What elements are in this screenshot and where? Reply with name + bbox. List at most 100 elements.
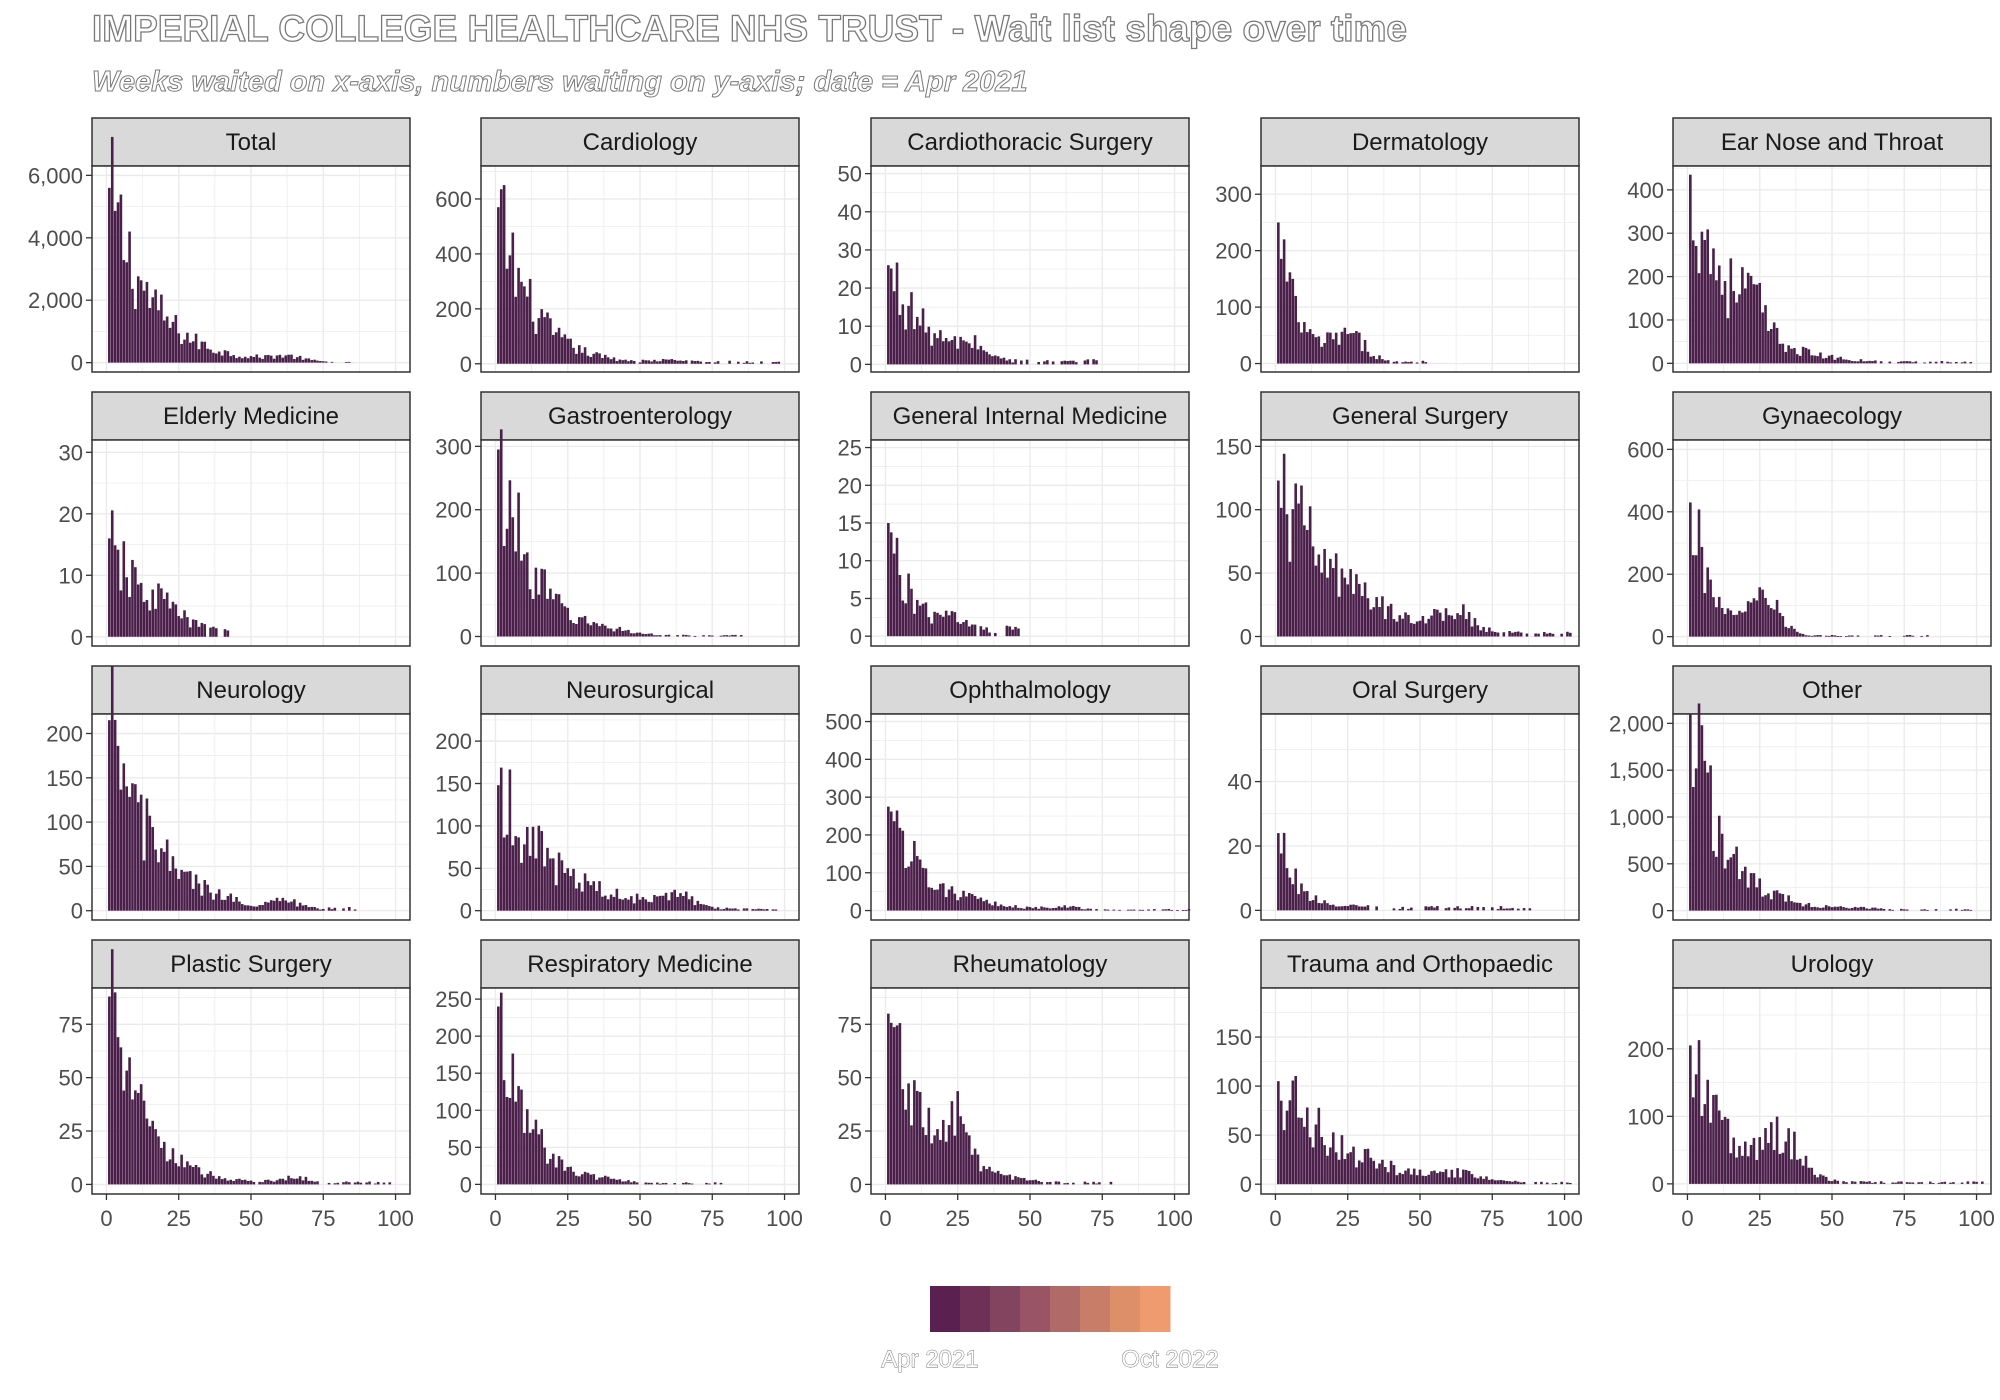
bar (1476, 625, 1480, 637)
bar (1813, 355, 1816, 364)
bar (1528, 908, 1532, 911)
bar (1031, 1180, 1035, 1185)
bar (1291, 1080, 1295, 1185)
bar (713, 1182, 717, 1185)
y-tick-label: 400 (825, 747, 862, 772)
panel-strip (1672, 391, 1992, 441)
bar (1392, 908, 1396, 911)
y-tick-label: 150 (435, 772, 472, 797)
bar (537, 318, 541, 364)
bar (1340, 568, 1344, 637)
bar (892, 291, 896, 365)
bar (1366, 905, 1370, 911)
bar (967, 626, 971, 637)
bar (895, 262, 899, 365)
bar (1022, 908, 1026, 911)
bar (1514, 631, 1517, 637)
bar (1496, 632, 1500, 637)
y-tick-label: 0 (71, 899, 83, 924)
bar (333, 907, 337, 911)
bar (950, 886, 954, 911)
bar (1305, 332, 1309, 364)
bar (1548, 632, 1552, 637)
bar (525, 552, 529, 637)
bar (1025, 1180, 1029, 1185)
panel-border (480, 439, 800, 647)
bar (1830, 634, 1834, 637)
bar (1002, 1175, 1006, 1185)
bar (1712, 597, 1715, 637)
bar (1697, 703, 1701, 911)
bar (641, 897, 645, 911)
bar (1862, 361, 1866, 364)
bar (345, 362, 348, 363)
legend-step (1080, 1286, 1111, 1332)
bar (549, 318, 552, 364)
bars (497, 992, 723, 1185)
bar (1020, 360, 1023, 365)
bar (540, 1129, 544, 1185)
bar (215, 353, 218, 363)
bar (1874, 635, 1877, 637)
bar (269, 1180, 273, 1185)
bars (1689, 502, 1929, 637)
bar (514, 1101, 517, 1185)
bar (647, 633, 650, 637)
bar (976, 898, 980, 911)
bar (962, 1123, 965, 1185)
bar (1758, 587, 1762, 637)
bar (1807, 635, 1811, 637)
bar (1560, 633, 1563, 637)
bar (1415, 621, 1419, 637)
bar (316, 1181, 319, 1185)
bar (765, 908, 769, 911)
bar (128, 596, 131, 637)
bar (956, 1091, 960, 1185)
bar (160, 588, 163, 637)
bar (887, 1013, 890, 1185)
bar (223, 629, 227, 637)
bar (534, 1119, 538, 1185)
bar (1816, 1177, 1819, 1184)
bar (1427, 618, 1430, 637)
bars (1277, 832, 1532, 911)
bar (653, 635, 656, 637)
bar (716, 907, 720, 911)
bar (261, 904, 264, 911)
bar (693, 361, 697, 364)
bar (719, 1182, 723, 1185)
bar (979, 1171, 983, 1185)
bar (148, 307, 152, 363)
bar (560, 1159, 564, 1185)
bar (1764, 305, 1767, 364)
bar (1355, 905, 1358, 911)
bar (988, 354, 991, 365)
x-tick-label: 50 (1018, 1206, 1042, 1231)
bar (1819, 907, 1822, 911)
bar (939, 330, 942, 365)
bar (174, 1163, 178, 1185)
bar (1314, 337, 1318, 364)
bar (1320, 1136, 1324, 1185)
bar (119, 194, 123, 363)
bar (1735, 302, 1738, 364)
y-tick-label: 0 (850, 624, 862, 649)
legend-step (960, 1286, 991, 1332)
bar (1464, 908, 1468, 911)
bar (910, 588, 913, 637)
bar (1793, 348, 1796, 364)
bars (108, 666, 357, 911)
bar (1822, 907, 1825, 911)
bar (606, 357, 610, 364)
bar (1103, 909, 1107, 911)
bar (353, 1182, 357, 1185)
bar (1879, 908, 1883, 911)
bar (601, 896, 604, 911)
bar (918, 325, 922, 365)
bar (1334, 1152, 1338, 1185)
bar (728, 360, 731, 364)
bar (1054, 1181, 1058, 1185)
bar (708, 361, 711, 364)
bar (269, 355, 273, 363)
